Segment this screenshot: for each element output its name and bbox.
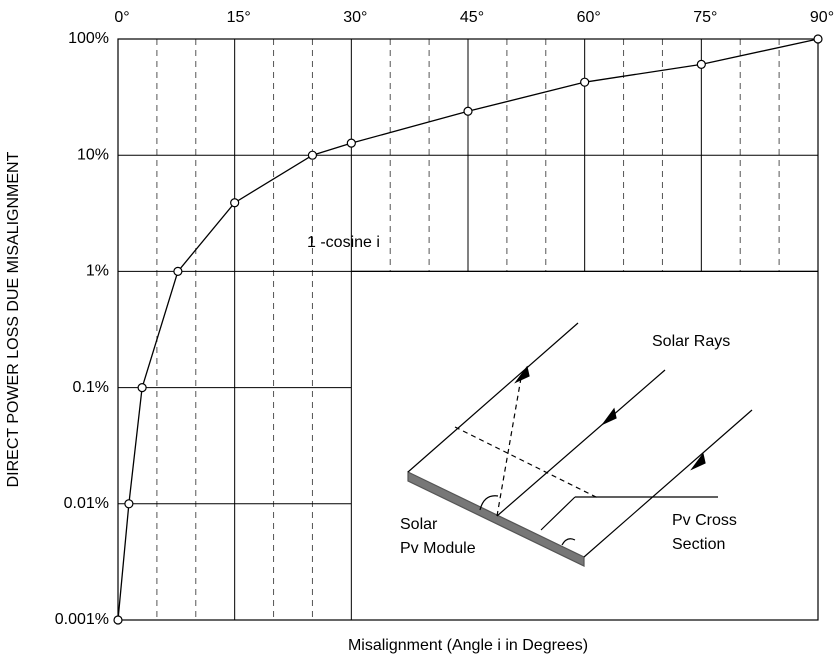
point bbox=[580, 77, 590, 87]
point bbox=[346, 138, 356, 148]
curve-label: 1 -cosine i bbox=[307, 234, 380, 251]
point bbox=[230, 198, 240, 208]
x-tick-label: 30° bbox=[343, 9, 367, 26]
x-axis-label: Misalignment (Angle i in Degrees) bbox=[348, 637, 588, 654]
y-axis-label: DIRECT POWER LOSS DUE MISALIGNMENT bbox=[5, 151, 22, 487]
arrow bbox=[514, 365, 530, 384]
point bbox=[113, 615, 123, 625]
y-tick-label: 100% bbox=[68, 30, 109, 47]
x-tick-label: 75° bbox=[693, 9, 717, 26]
x-tick-label: 45° bbox=[460, 9, 484, 26]
ray bbox=[407, 322, 579, 473]
inset-label: Pv Module bbox=[400, 540, 476, 557]
x-tick-label: 0° bbox=[114, 9, 129, 26]
x-tick-label: 60° bbox=[577, 9, 601, 26]
cross-section bbox=[540, 496, 576, 531]
y-tick-label: 0.001% bbox=[55, 611, 109, 628]
y-tick-label: 0.1% bbox=[73, 379, 109, 396]
x-tick-label: 15° bbox=[227, 9, 251, 26]
point bbox=[696, 59, 706, 69]
normal bbox=[496, 377, 522, 517]
angle-arc bbox=[479, 495, 499, 511]
inset-diagram bbox=[407, 322, 753, 567]
plot-frame bbox=[117, 38, 819, 621]
y-tick-label: 1% bbox=[86, 263, 109, 280]
inset-label: Section bbox=[672, 536, 725, 553]
arrow bbox=[690, 452, 706, 471]
normal bbox=[454, 426, 599, 499]
point bbox=[463, 106, 473, 116]
point bbox=[137, 383, 147, 393]
y-tick-label: 0.01% bbox=[64, 495, 109, 512]
point bbox=[173, 266, 183, 276]
angle-arc bbox=[561, 538, 576, 546]
inset-label: Solar bbox=[400, 516, 438, 533]
inset-label: Pv Cross bbox=[672, 512, 737, 529]
y-tick-label: 10% bbox=[77, 146, 109, 163]
point bbox=[813, 34, 823, 44]
module-edge bbox=[407, 471, 585, 567]
inset-label: Solar Rays bbox=[652, 333, 730, 350]
point bbox=[124, 499, 134, 509]
ray bbox=[496, 369, 666, 517]
ray bbox=[583, 409, 753, 558]
point bbox=[307, 150, 318, 160]
arrow bbox=[601, 407, 617, 426]
x-tick-label: 90° bbox=[810, 9, 834, 26]
